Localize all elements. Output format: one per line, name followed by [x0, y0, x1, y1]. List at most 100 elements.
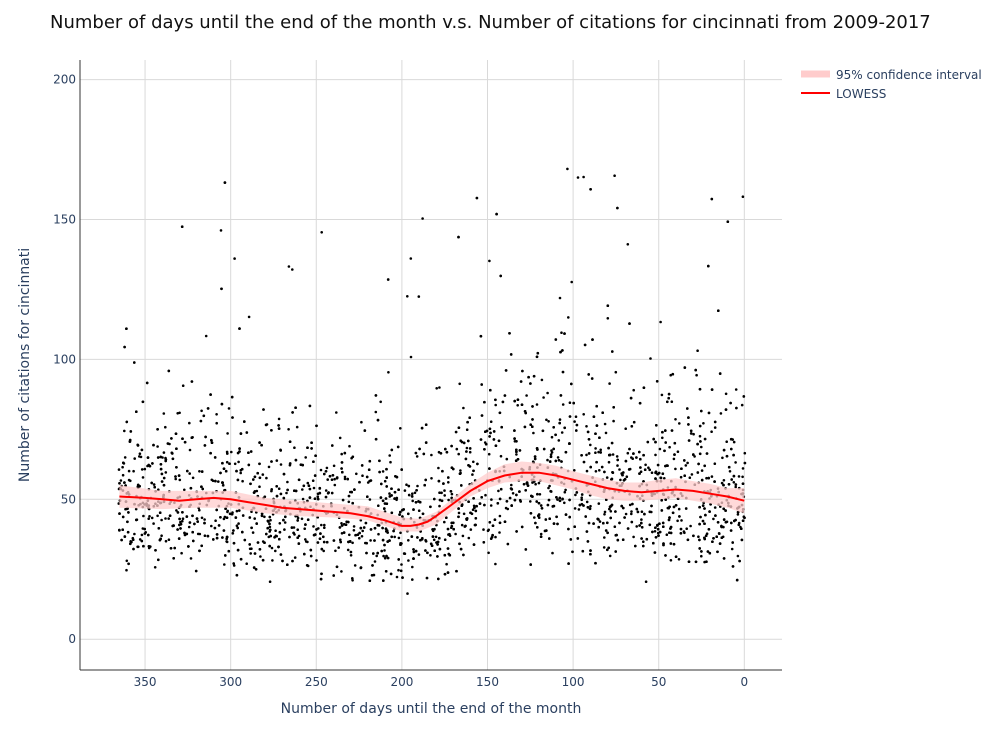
- data-point: [266, 519, 270, 523]
- data-point: [181, 384, 185, 388]
- data-point: [642, 453, 645, 457]
- data-point: [414, 549, 418, 553]
- data-point: [426, 551, 429, 555]
- data-point: [203, 534, 207, 537]
- data-point: [301, 463, 305, 467]
- data-point: [129, 479, 132, 483]
- data-point: [513, 437, 516, 440]
- data-point: [506, 542, 510, 546]
- data-point: [263, 495, 267, 499]
- data-point: [274, 529, 277, 532]
- data-point: [379, 496, 383, 499]
- data-point: [141, 476, 145, 479]
- data-point: [489, 431, 492, 435]
- data-point: [127, 511, 130, 514]
- data-point: [417, 500, 420, 503]
- data-point: [533, 516, 536, 519]
- data-point: [319, 532, 322, 535]
- data-point: [483, 400, 486, 404]
- data-point: [176, 412, 179, 415]
- data-point: [498, 411, 502, 415]
- data-point: [663, 449, 666, 453]
- data-point: [569, 538, 573, 541]
- data-point: [287, 428, 290, 431]
- data-point: [667, 518, 671, 522]
- legend-item-confidence-interval[interactable]: 95% confidence interval: [801, 68, 982, 82]
- data-point: [664, 498, 667, 501]
- data-point: [235, 573, 239, 577]
- data-point: [707, 476, 710, 480]
- data-point: [611, 471, 614, 474]
- data-point: [674, 418, 677, 421]
- data-point: [548, 460, 552, 463]
- data-point: [297, 478, 301, 482]
- data-point: [132, 547, 135, 551]
- data-point: [567, 316, 570, 319]
- data-point: [595, 460, 598, 464]
- data-point: [129, 540, 132, 543]
- data-point: [710, 197, 714, 201]
- data-point: [660, 393, 664, 397]
- data-point: [567, 527, 570, 531]
- data-point: [702, 422, 705, 425]
- data-point: [672, 505, 676, 509]
- data-point: [462, 441, 466, 445]
- data-point: [661, 430, 664, 434]
- data-point: [700, 409, 703, 413]
- data-point: [741, 467, 745, 470]
- data-point: [614, 550, 617, 553]
- data-point: [409, 257, 413, 260]
- data-point: [664, 429, 667, 432]
- data-point: [662, 542, 665, 545]
- data-point: [708, 510, 711, 513]
- data-point: [668, 505, 671, 509]
- data-point: [743, 516, 746, 520]
- data-point: [328, 474, 332, 478]
- data-point: [263, 541, 266, 544]
- data-point: [351, 541, 354, 545]
- legend-item-lowess[interactable]: LOWESS: [801, 87, 886, 101]
- data-point: [198, 549, 201, 553]
- data-point: [164, 517, 167, 520]
- data-point: [185, 532, 189, 536]
- data-point: [224, 469, 228, 473]
- data-point: [537, 501, 541, 505]
- data-point: [656, 531, 660, 535]
- data-point: [186, 469, 189, 473]
- data-point: [638, 472, 641, 475]
- data-point: [446, 527, 450, 531]
- data-point: [462, 512, 466, 516]
- data-point: [552, 426, 555, 429]
- data-point: [172, 557, 175, 560]
- data-point: [270, 546, 274, 550]
- data-point: [293, 446, 296, 450]
- data-point: [252, 478, 255, 481]
- data-point: [554, 433, 557, 437]
- data-point: [508, 496, 512, 500]
- data-point: [450, 496, 454, 500]
- data-point: [574, 415, 578, 419]
- data-point: [589, 443, 592, 447]
- data-point: [353, 564, 357, 567]
- data-point: [380, 482, 383, 486]
- data-point: [651, 530, 654, 534]
- data-point: [690, 473, 694, 476]
- data-point: [516, 398, 520, 402]
- data-point: [592, 522, 595, 525]
- data-point: [645, 537, 649, 541]
- data-point: [291, 268, 294, 271]
- data-point: [606, 317, 610, 320]
- data-point: [698, 424, 702, 428]
- data-point: [613, 525, 617, 528]
- data-point: [684, 507, 688, 510]
- data-point: [243, 538, 247, 542]
- data-point: [563, 426, 566, 430]
- data-point: [550, 435, 554, 439]
- data-point: [718, 542, 722, 545]
- data-point: [568, 401, 572, 405]
- data-point: [522, 482, 526, 486]
- data-point: [483, 448, 486, 451]
- data-point: [349, 550, 353, 554]
- data-point: [418, 447, 421, 451]
- data-point: [710, 388, 714, 391]
